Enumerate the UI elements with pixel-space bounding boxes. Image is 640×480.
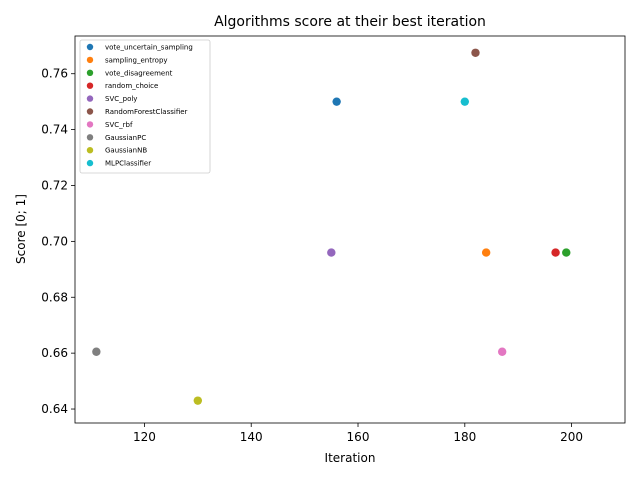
legend-marker	[86, 69, 94, 77]
legend-marker	[86, 95, 94, 102]
y-tick-label: 0.74	[41, 123, 68, 137]
x-tick-label: 120	[133, 430, 156, 444]
legend-label: SVC_poly	[105, 95, 137, 103]
legend-label: random_choice	[105, 82, 158, 90]
legend-marker	[86, 43, 94, 51]
data-point	[327, 248, 336, 257]
legend-marker	[86, 56, 94, 64]
legend-box	[79, 39, 211, 174]
x-tick-label: 180	[453, 430, 476, 444]
x-axis-label: Iteration	[325, 451, 376, 465]
legend-label: sampling_entropy	[105, 56, 168, 64]
legend-label: GaussianPC	[105, 134, 146, 142]
x-tick-label: 160	[347, 430, 370, 444]
legend-label: vote_disagreement	[105, 69, 173, 77]
data-point	[497, 347, 507, 356]
y-tick-label: 0.76	[41, 67, 68, 81]
data-point	[193, 396, 203, 405]
y-axis-label: Score [0; 1]	[14, 194, 28, 264]
legend-label: RandomForestClassifier	[105, 108, 188, 116]
x-tick-label: 140	[240, 430, 263, 444]
data-point	[92, 347, 101, 356]
y-tick-label: 0.66	[41, 346, 68, 360]
legend-marker	[86, 159, 94, 167]
legend-label: SVC_rbf	[105, 121, 133, 129]
chart-title: Algorithms score at their best iteration	[214, 14, 486, 30]
legend-label: vote_uncertain_sampling	[105, 44, 193, 52]
data-point	[481, 248, 491, 257]
legend-label: GaussianNB	[105, 147, 147, 155]
data-point	[551, 248, 560, 257]
data-point	[471, 48, 480, 57]
legend-marker	[86, 108, 94, 115]
y-tick-label: 0.70	[41, 234, 68, 248]
legend-label: MLPClassifier	[105, 160, 151, 168]
legend-marker	[86, 134, 94, 141]
legend-marker	[86, 147, 94, 154]
plot-area: 120 140 160 180 200 0.64 0.66 0.68 0.70 0.72 0.74 0…	[41, 35, 626, 444]
data-point	[332, 97, 341, 106]
data-point	[460, 97, 470, 106]
axes-frame	[74, 35, 626, 424]
y-tick-label: 0.64	[41, 402, 68, 416]
y-tick-label: 0.72	[41, 178, 68, 192]
x-tick-label: 200	[560, 430, 583, 444]
y-tick-label: 0.68	[41, 290, 68, 304]
legend-marker	[86, 82, 94, 89]
legend-marker	[86, 121, 94, 128]
data-point	[562, 248, 571, 257]
